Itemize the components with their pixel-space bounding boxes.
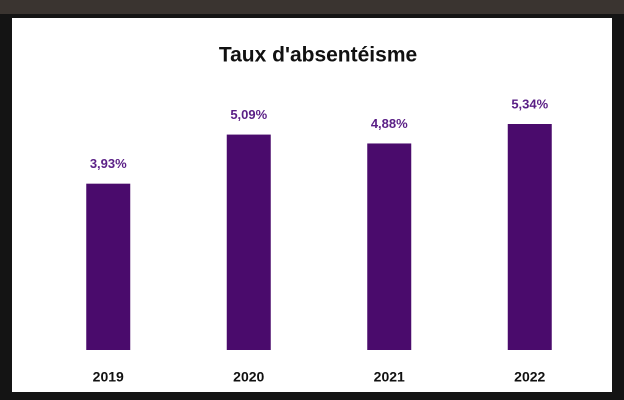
x-tick-label: 2019	[93, 369, 124, 385]
bar	[226, 134, 271, 350]
bar	[367, 143, 412, 350]
bar	[507, 124, 552, 350]
x-tick-label: 2021	[374, 369, 405, 385]
data-label: 5,09%	[230, 107, 267, 122]
x-tick-label: 2020	[233, 369, 264, 385]
bar	[86, 183, 131, 350]
top-strip	[0, 0, 624, 14]
data-label: 4,88%	[371, 116, 408, 131]
x-tick-label: 2022	[514, 369, 545, 385]
chart-title: Taux d'absentéisme	[219, 44, 417, 67]
data-label: 3,93%	[90, 156, 127, 171]
data-label: 5,34%	[511, 96, 548, 111]
